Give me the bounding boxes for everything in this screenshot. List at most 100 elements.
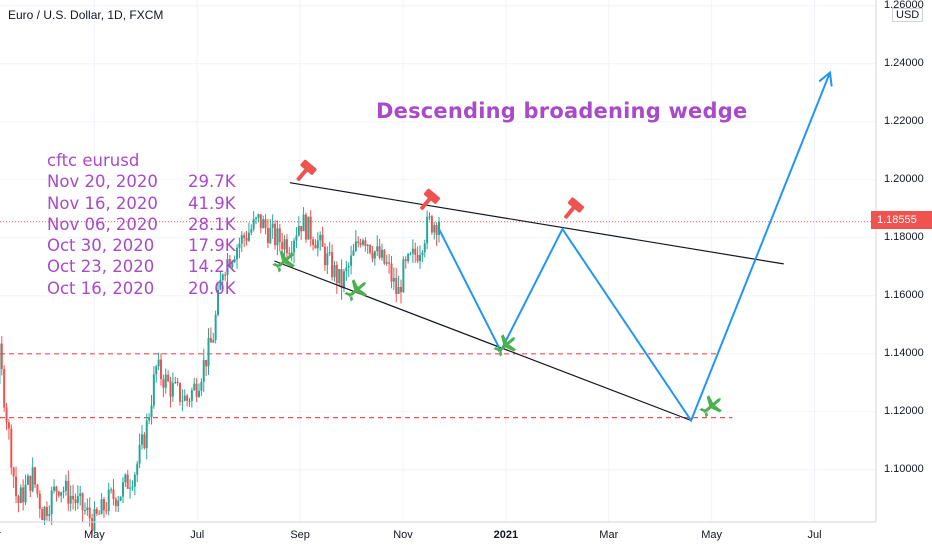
- candle-body: [169, 381, 172, 397]
- candlestick-series: [0, 207, 441, 537]
- candle-body: [17, 496, 20, 504]
- candle-body: [205, 359, 208, 367]
- candle-body: [404, 259, 407, 262]
- candle-body: [373, 251, 376, 259]
- candle-body: [409, 253, 412, 255]
- candle-body: [392, 277, 395, 282]
- candle-body: [76, 495, 79, 503]
- sell-marker-head: [300, 159, 317, 175]
- candle-body: [380, 249, 383, 258]
- buy-marker-icon: [272, 250, 295, 273]
- candle-body: [43, 506, 46, 521]
- price-tick-label: 1.22000: [884, 114, 924, 127]
- candle-body: [371, 252, 374, 259]
- price-tick-label: 1.10000: [884, 462, 924, 475]
- sell-marker-handle: [419, 197, 432, 211]
- candle-body: [245, 237, 248, 241]
- candle-body: [247, 232, 250, 241]
- candle-body: [430, 216, 433, 233]
- candle-body: [361, 240, 364, 245]
- candle-body: [95, 509, 98, 514]
- candle-body: [238, 243, 241, 248]
- candle-body: [366, 245, 369, 247]
- currency-label[interactable]: USD: [892, 8, 924, 22]
- candle-body: [114, 498, 117, 507]
- candle-body: [293, 240, 296, 253]
- candle-body: [233, 259, 236, 263]
- price-tick-label: 1.18000: [884, 230, 924, 243]
- candle-body: [281, 242, 284, 250]
- candle-body: [338, 268, 341, 284]
- candle-body: [214, 314, 217, 340]
- candle-body: [69, 495, 72, 504]
- pattern-annotation: Descending broadening wedge: [376, 99, 748, 123]
- buy-marker-shape: [272, 250, 295, 273]
- candle-body: [164, 374, 167, 388]
- candle-body: [397, 287, 400, 294]
- candle-body: [224, 274, 227, 276]
- candle-body: [285, 239, 288, 254]
- sell-marker-icon: [419, 188, 441, 211]
- candle-body: [323, 246, 326, 266]
- candle-body: [419, 254, 422, 262]
- candle-body: [390, 263, 393, 282]
- sell-marker-icon: [563, 197, 585, 219]
- candle-body: [252, 219, 255, 230]
- candle-body: [243, 235, 246, 238]
- candle-body: [354, 241, 357, 251]
- candle-body: [102, 499, 105, 511]
- candle-body: [209, 338, 212, 343]
- candle-body: [79, 493, 82, 496]
- candle-body: [5, 407, 8, 423]
- candle-body: [136, 463, 139, 475]
- candle-body: [217, 289, 220, 315]
- candle-body: [297, 226, 300, 236]
- candle-body: [7, 422, 10, 429]
- candle-body: [316, 240, 319, 249]
- candle-body: [202, 359, 205, 382]
- cftc-value: 29.7K: [188, 172, 236, 192]
- time-tick-label: Jul: [807, 529, 822, 541]
- candle-body: [138, 444, 141, 464]
- candle-body: [126, 474, 129, 489]
- candle-body: [426, 216, 429, 244]
- candle-body: [435, 225, 438, 235]
- cftc-value: 20.0K: [188, 278, 236, 298]
- candle-body: [383, 249, 386, 264]
- candle-body: [257, 214, 260, 218]
- candle-body: [221, 274, 224, 281]
- candle-body: [174, 381, 177, 384]
- candle-body: [407, 253, 410, 262]
- candle-body: [423, 243, 426, 253]
- candle-body: [19, 487, 22, 504]
- candle-body: [350, 255, 353, 266]
- candle-body: [290, 252, 293, 255]
- candle-body: [352, 250, 355, 256]
- candle-body: [328, 252, 331, 254]
- candle-body: [112, 489, 115, 499]
- candle-body: [55, 486, 58, 492]
- candle-body: [240, 235, 243, 244]
- candle-body: [24, 484, 27, 503]
- candle-body: [143, 434, 146, 449]
- candle-body: [388, 262, 391, 264]
- candle-body: [29, 475, 32, 491]
- candle-body: [148, 417, 151, 421]
- buy-marker-icon: [344, 279, 367, 302]
- candle-body: [133, 474, 136, 487]
- candle-body: [31, 467, 34, 491]
- time-tick-label: Sep: [290, 529, 310, 541]
- cftc-row: Nov 16, 2020 41.9K: [47, 193, 236, 214]
- candle-body: [307, 216, 310, 240]
- cftc-value: 28.1K: [188, 214, 236, 234]
- candle-body: [236, 247, 239, 260]
- cftc-heading: cftc eurusd: [47, 151, 140, 170]
- sell-marker-head: [423, 188, 441, 204]
- buy-marker-shape: [344, 279, 367, 302]
- candle-body: [364, 240, 367, 246]
- buy-marker-icon: [699, 395, 722, 418]
- candle-body: [34, 467, 37, 485]
- price-tick-label: 1.16000: [884, 288, 924, 301]
- candle-body: [304, 214, 307, 240]
